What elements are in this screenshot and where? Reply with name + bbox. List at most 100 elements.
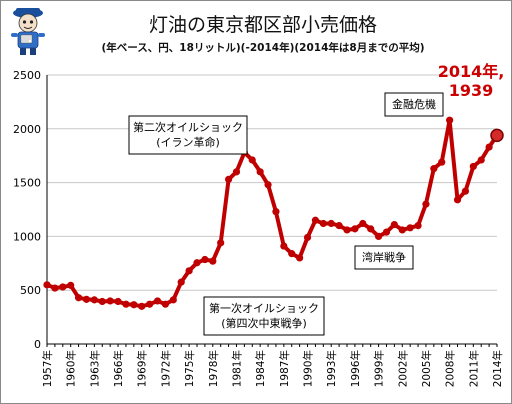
data-point xyxy=(43,281,51,289)
data-point xyxy=(343,226,351,234)
data-point xyxy=(288,250,296,258)
data-point xyxy=(146,300,154,308)
x-tick-label: 1960年 xyxy=(65,350,78,387)
data-point xyxy=(193,259,201,267)
data-point xyxy=(90,296,98,304)
x-tick-label: 2002年 xyxy=(396,350,409,387)
data-point xyxy=(256,168,264,176)
x-tick-label: 1963年 xyxy=(88,350,101,387)
data-point xyxy=(469,162,477,171)
data-point xyxy=(335,222,343,230)
gridlines xyxy=(47,74,497,291)
data-point xyxy=(201,255,209,264)
x-tick-label: 1990年 xyxy=(302,350,315,387)
data-point xyxy=(430,165,438,173)
series-line xyxy=(45,118,499,309)
annotation-oil-shock-2-text: (イラン革命) xyxy=(156,135,220,149)
x-tick-label: 2014年 xyxy=(491,350,504,387)
data-point xyxy=(264,181,272,189)
reporter-mascot-icon xyxy=(7,5,49,57)
data-point xyxy=(59,283,67,291)
data-point xyxy=(367,225,375,233)
data-point xyxy=(327,219,335,228)
x-tick-label: 1999年 xyxy=(373,350,386,387)
chart-title: 灯油の東京都区部小売価格 xyxy=(149,14,377,36)
annotation-gulf-war-box xyxy=(354,245,414,270)
chart-subtitle: (年ベース、円、18リットル)(-2014年)(2014年は8月までの平均) xyxy=(102,41,425,54)
annotation-oil-shock-1-box xyxy=(203,296,325,336)
last-data-point xyxy=(490,128,504,143)
data-point xyxy=(67,281,75,289)
data-point xyxy=(248,156,256,164)
data-point xyxy=(82,295,91,303)
annotation-gulf-war-text: 湾岸戦争 xyxy=(362,250,406,264)
x-tick-label: 2005年 xyxy=(420,350,433,387)
data-point xyxy=(185,267,193,275)
data-point xyxy=(446,116,454,124)
x-tick-label: 2011年 xyxy=(467,350,480,387)
annotations: 第二次オイルショック(イラン革命) 第一次オイルショック(第四次中東戦争) 金融危機… xyxy=(128,62,505,336)
data-point xyxy=(351,225,359,233)
y-tick-label: 0 xyxy=(34,338,41,351)
data-point xyxy=(422,200,430,208)
x-tick-label: 1996年 xyxy=(349,350,362,387)
data-point xyxy=(161,300,170,308)
data-point xyxy=(106,297,114,305)
x-tick-label: 1969年 xyxy=(136,350,149,387)
y-tick-label: 2500 xyxy=(13,69,41,82)
data-point xyxy=(122,300,130,308)
x-tick-label: 1987年 xyxy=(278,350,291,387)
x-tick-label: 2008年 xyxy=(444,350,457,387)
data-point xyxy=(114,297,122,306)
annotation-oil-shock-2-box xyxy=(128,115,248,155)
data-point xyxy=(130,301,138,309)
data-point xyxy=(414,222,422,230)
data-point xyxy=(319,219,327,228)
data-point xyxy=(303,233,312,242)
data-point xyxy=(374,232,383,240)
data-point xyxy=(477,156,485,164)
y-tick-label: 1500 xyxy=(13,177,41,190)
x-tick-label: 1972年 xyxy=(159,350,172,387)
y-tick-label: 500 xyxy=(20,284,41,297)
x-tick-label: 1975年 xyxy=(183,350,196,387)
y-tick-label: 2000 xyxy=(13,123,41,136)
annotation-oil-shock-1-text: 第一次オイルショック xyxy=(209,301,319,315)
data-point xyxy=(169,296,177,304)
axes xyxy=(46,75,498,347)
data-point xyxy=(382,228,391,236)
x-tick-label: 1957年 xyxy=(41,350,54,387)
data-point xyxy=(177,278,185,286)
annotation-last-value: 1939 xyxy=(449,81,494,100)
data-point xyxy=(232,168,241,176)
data-point xyxy=(138,302,146,310)
data-point xyxy=(296,254,304,262)
x-tick-label: 1978年 xyxy=(207,350,220,387)
annotation-financial-crisis-box xyxy=(384,92,444,117)
data-point xyxy=(272,208,280,216)
y-tick-label: 1000 xyxy=(13,230,41,243)
data-point xyxy=(390,220,398,229)
data-point xyxy=(485,143,493,151)
data-point xyxy=(209,257,217,265)
annotation-financial-crisis-text: 金融危機 xyxy=(392,97,436,111)
annotation-last-value: 2014年, xyxy=(438,62,505,81)
data-point xyxy=(153,297,162,305)
x-tick-label: 1993年 xyxy=(325,350,338,387)
data-point xyxy=(461,187,470,195)
annotation-oil-shock-1-text: (第四次中東戦争) xyxy=(221,316,307,330)
x-tick-label: 1981年 xyxy=(230,350,243,387)
x-tick-label: 1984年 xyxy=(254,350,267,387)
data-point xyxy=(406,224,414,232)
data-point xyxy=(217,239,225,247)
data-point xyxy=(398,226,406,234)
data-point xyxy=(98,297,106,306)
annotation-oil-shock-2-text: 第二次オイルショック xyxy=(133,120,243,134)
price-series xyxy=(45,118,499,309)
data-point xyxy=(438,158,446,166)
data-point xyxy=(224,175,233,183)
data-point xyxy=(280,242,288,250)
data-point xyxy=(51,284,59,292)
